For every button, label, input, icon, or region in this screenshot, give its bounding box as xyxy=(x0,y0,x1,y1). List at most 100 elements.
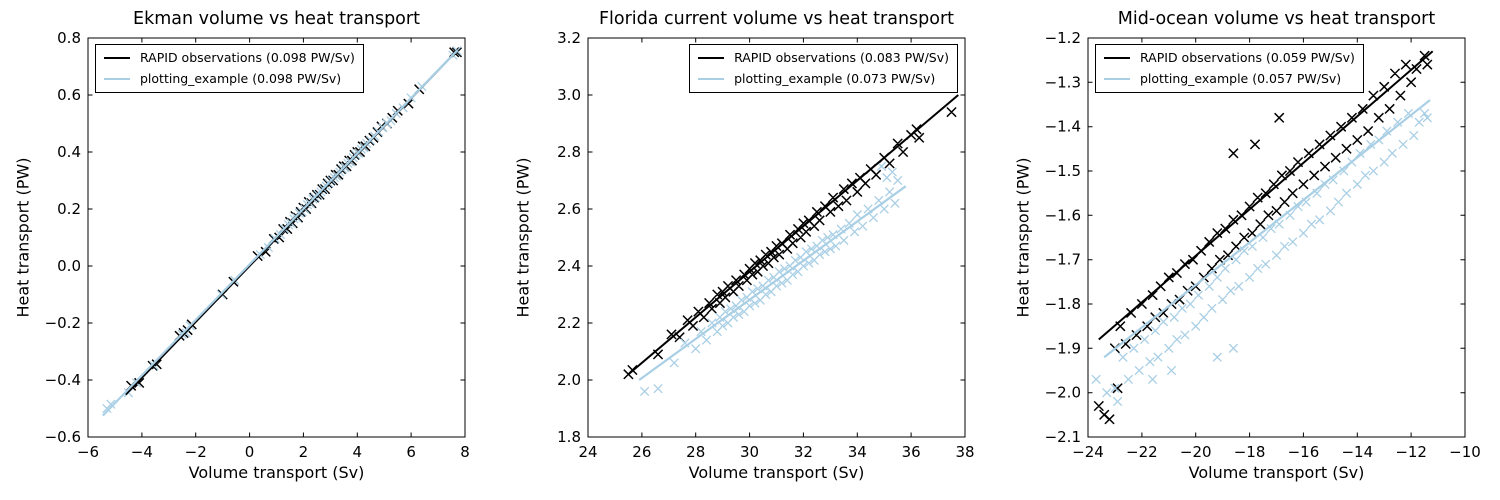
fit-line-example xyxy=(1103,99,1431,359)
y-tick-label: −1.3 xyxy=(1045,73,1081,91)
y-tick-label: −2.0 xyxy=(1045,384,1081,402)
x-tick-label: 34 xyxy=(848,443,867,461)
scatter-example xyxy=(639,161,903,397)
y-tick-label: −2.1 xyxy=(1045,428,1081,446)
legend-obs-line-swatch xyxy=(698,57,725,60)
y-tick-label: 1.8 xyxy=(557,428,581,446)
scatter-observations xyxy=(623,106,957,380)
x-tick-label: 32 xyxy=(794,443,813,461)
legend-label: plotting_example (0.073 PW/Sv) xyxy=(734,71,936,87)
x-tick-label: −6 xyxy=(77,443,99,461)
fit-line-observations xyxy=(1098,50,1434,341)
fit-line-example xyxy=(638,185,907,381)
y-tick-label: −0.2 xyxy=(45,314,81,332)
x-tick-label: −2 xyxy=(185,443,207,461)
y-tick-label: −1.2 xyxy=(1045,29,1081,47)
legend-entry-example: plotting_example (0.057 PW/Sv) xyxy=(1104,70,1355,88)
y-tick-label: 2.2 xyxy=(557,314,581,332)
x-axis-label: Volume transport (Sv) xyxy=(1188,463,1365,482)
x-tick-label: −14 xyxy=(1341,443,1373,461)
x-axis-label: Volume transport (Sv) xyxy=(688,463,865,482)
y-tick-label: 0.0 xyxy=(57,257,81,275)
legend-example-line-swatch xyxy=(1104,78,1130,81)
x-tick-label: 24 xyxy=(578,443,597,461)
y-axis-label: Heat transport (PW) xyxy=(1013,157,1033,318)
x-tick-label: 2 xyxy=(299,443,309,461)
x-tick-label: 8 xyxy=(460,443,470,461)
plot-title: Florida current volume vs heat transport xyxy=(598,9,955,29)
y-tick-label: 0.8 xyxy=(57,29,81,47)
x-tick-label: −18 xyxy=(1234,443,1266,461)
y-tick-label: 0.6 xyxy=(57,86,81,104)
legend-label: plotting_example (0.057 PW/Sv) xyxy=(1140,71,1342,87)
x-tick-label: 6 xyxy=(406,443,416,461)
x-tick-label: 0 xyxy=(245,443,255,461)
legend-box: RAPID observations (0.083 PW/Sv) plottin… xyxy=(689,44,958,94)
y-tick-label: −0.6 xyxy=(45,428,81,446)
legend-example-line-swatch xyxy=(104,78,130,81)
legend-label: RAPID observations (0.059 PW/Sv) xyxy=(1140,50,1355,65)
legend-obs-line-swatch xyxy=(104,57,130,60)
legend-box: RAPID observations (0.098 PW/Sv) plottin… xyxy=(95,44,364,94)
axes-frame xyxy=(1087,37,1466,438)
y-tick-label: −1.5 xyxy=(1045,162,1081,180)
fit-line-observations xyxy=(627,94,959,376)
axis-ticks xyxy=(587,37,966,438)
legend-entry-observations: RAPID observations (0.059 PW/Sv) xyxy=(1104,49,1355,67)
legend-box: RAPID observations (0.059 PW/Sv) plottin… xyxy=(1095,44,1364,94)
plot-canvas-ekman: −6 −4 −2 0 2 4 6 8 0.8 0.6 0.4 0.2 0.0 −0.2 −0.4 −0.6 xyxy=(45,29,470,461)
plot-title: Ekman volume vs heat transport xyxy=(133,9,420,29)
legend-label: plotting_example (0.098 PW/Sv) xyxy=(140,71,342,87)
y-tick-label: −1.7 xyxy=(1045,251,1081,269)
x-tick-label: −16 xyxy=(1288,443,1320,461)
plot-canvas-mid-ocean: −24 −22 −20 −18 −16 −14 −12 −10 −1.2 −1.3 −1.4 −1.5… xyxy=(1045,29,1481,461)
plot-canvas-florida: 24 26 28 30 32 34 36 38 3.2 3.0 2.8 2.6 2.4 2.2 2.0 1.8 xyxy=(557,29,974,461)
axes-frame xyxy=(587,37,966,438)
y-tick-label: −1.9 xyxy=(1045,339,1081,357)
x-tick-label: 28 xyxy=(686,443,705,461)
legend-entry-observations: RAPID observations (0.083 PW/Sv) xyxy=(698,49,949,67)
x-tick-label: −4 xyxy=(131,443,153,461)
legend-entry-example: plotting_example (0.098 PW/Sv) xyxy=(104,70,355,88)
y-axis-label: Heat transport (PW) xyxy=(513,157,533,318)
legend-label: RAPID observations (0.098 PW/Sv) xyxy=(140,50,355,65)
subplot-mid-ocean: −24 −22 −20 −18 −16 −14 −12 −10 −1.2 −1.3 −1.4 −1.5… xyxy=(1000,0,1500,500)
x-tick-label: 4 xyxy=(353,443,363,461)
y-tick-label: 0.2 xyxy=(57,200,81,218)
y-tick-label: 2.8 xyxy=(557,143,581,161)
y-tick-label: −1.4 xyxy=(1045,118,1081,136)
y-tick-label: 3.2 xyxy=(557,29,581,47)
y-tick-label: −1.8 xyxy=(1045,295,1081,313)
legend-label: RAPID observations (0.083 PW/Sv) xyxy=(734,50,949,65)
axis-ticks xyxy=(87,37,466,438)
y-tick-label: 2.4 xyxy=(557,257,581,275)
y-axis-label: Heat transport (PW) xyxy=(13,157,33,318)
legend-obs-line-swatch xyxy=(1104,57,1130,60)
subplot-florida-current: 24 26 28 30 32 34 36 38 3.2 3.0 2.8 2.6 2.4 2.2 2.0 1.8… xyxy=(500,0,1000,500)
y-tick-label: 3.0 xyxy=(557,86,581,104)
y-tick-label: 2.0 xyxy=(557,371,581,389)
x-tick-label: 26 xyxy=(632,443,651,461)
fit-line-example xyxy=(102,50,458,417)
legend-entry-example: plotting_example (0.073 PW/Sv) xyxy=(698,70,949,88)
x-tick-label: −22 xyxy=(1126,443,1158,461)
x-tick-label: −20 xyxy=(1180,443,1212,461)
legend-example-line-swatch xyxy=(698,78,725,81)
scatter-example xyxy=(1091,108,1432,407)
x-tick-label: −10 xyxy=(1449,443,1481,461)
axes-frame xyxy=(87,37,466,438)
axis-ticks xyxy=(1087,37,1466,438)
x-tick-label: −24 xyxy=(1072,443,1104,461)
subplot-ekman: −6 −4 −2 0 2 4 6 8 0.8 0.6 0.4 0.2 0.0 −0.2 −0.4 −0.6 E… xyxy=(0,0,500,500)
y-tick-label: 2.6 xyxy=(557,200,581,218)
x-tick-label: 38 xyxy=(955,443,974,461)
x-tick-label: 30 xyxy=(740,443,759,461)
x-tick-label: −12 xyxy=(1395,443,1427,461)
plot-title: Mid-ocean volume vs heat transport xyxy=(1117,9,1436,29)
y-tick-label: −1.6 xyxy=(1045,206,1081,224)
y-tick-label: −0.4 xyxy=(45,371,81,389)
legend-entry-observations: RAPID observations (0.098 PW/Sv) xyxy=(104,49,355,67)
x-axis-label: Volume transport (Sv) xyxy=(188,463,365,482)
y-tick-label: 0.4 xyxy=(57,143,81,161)
